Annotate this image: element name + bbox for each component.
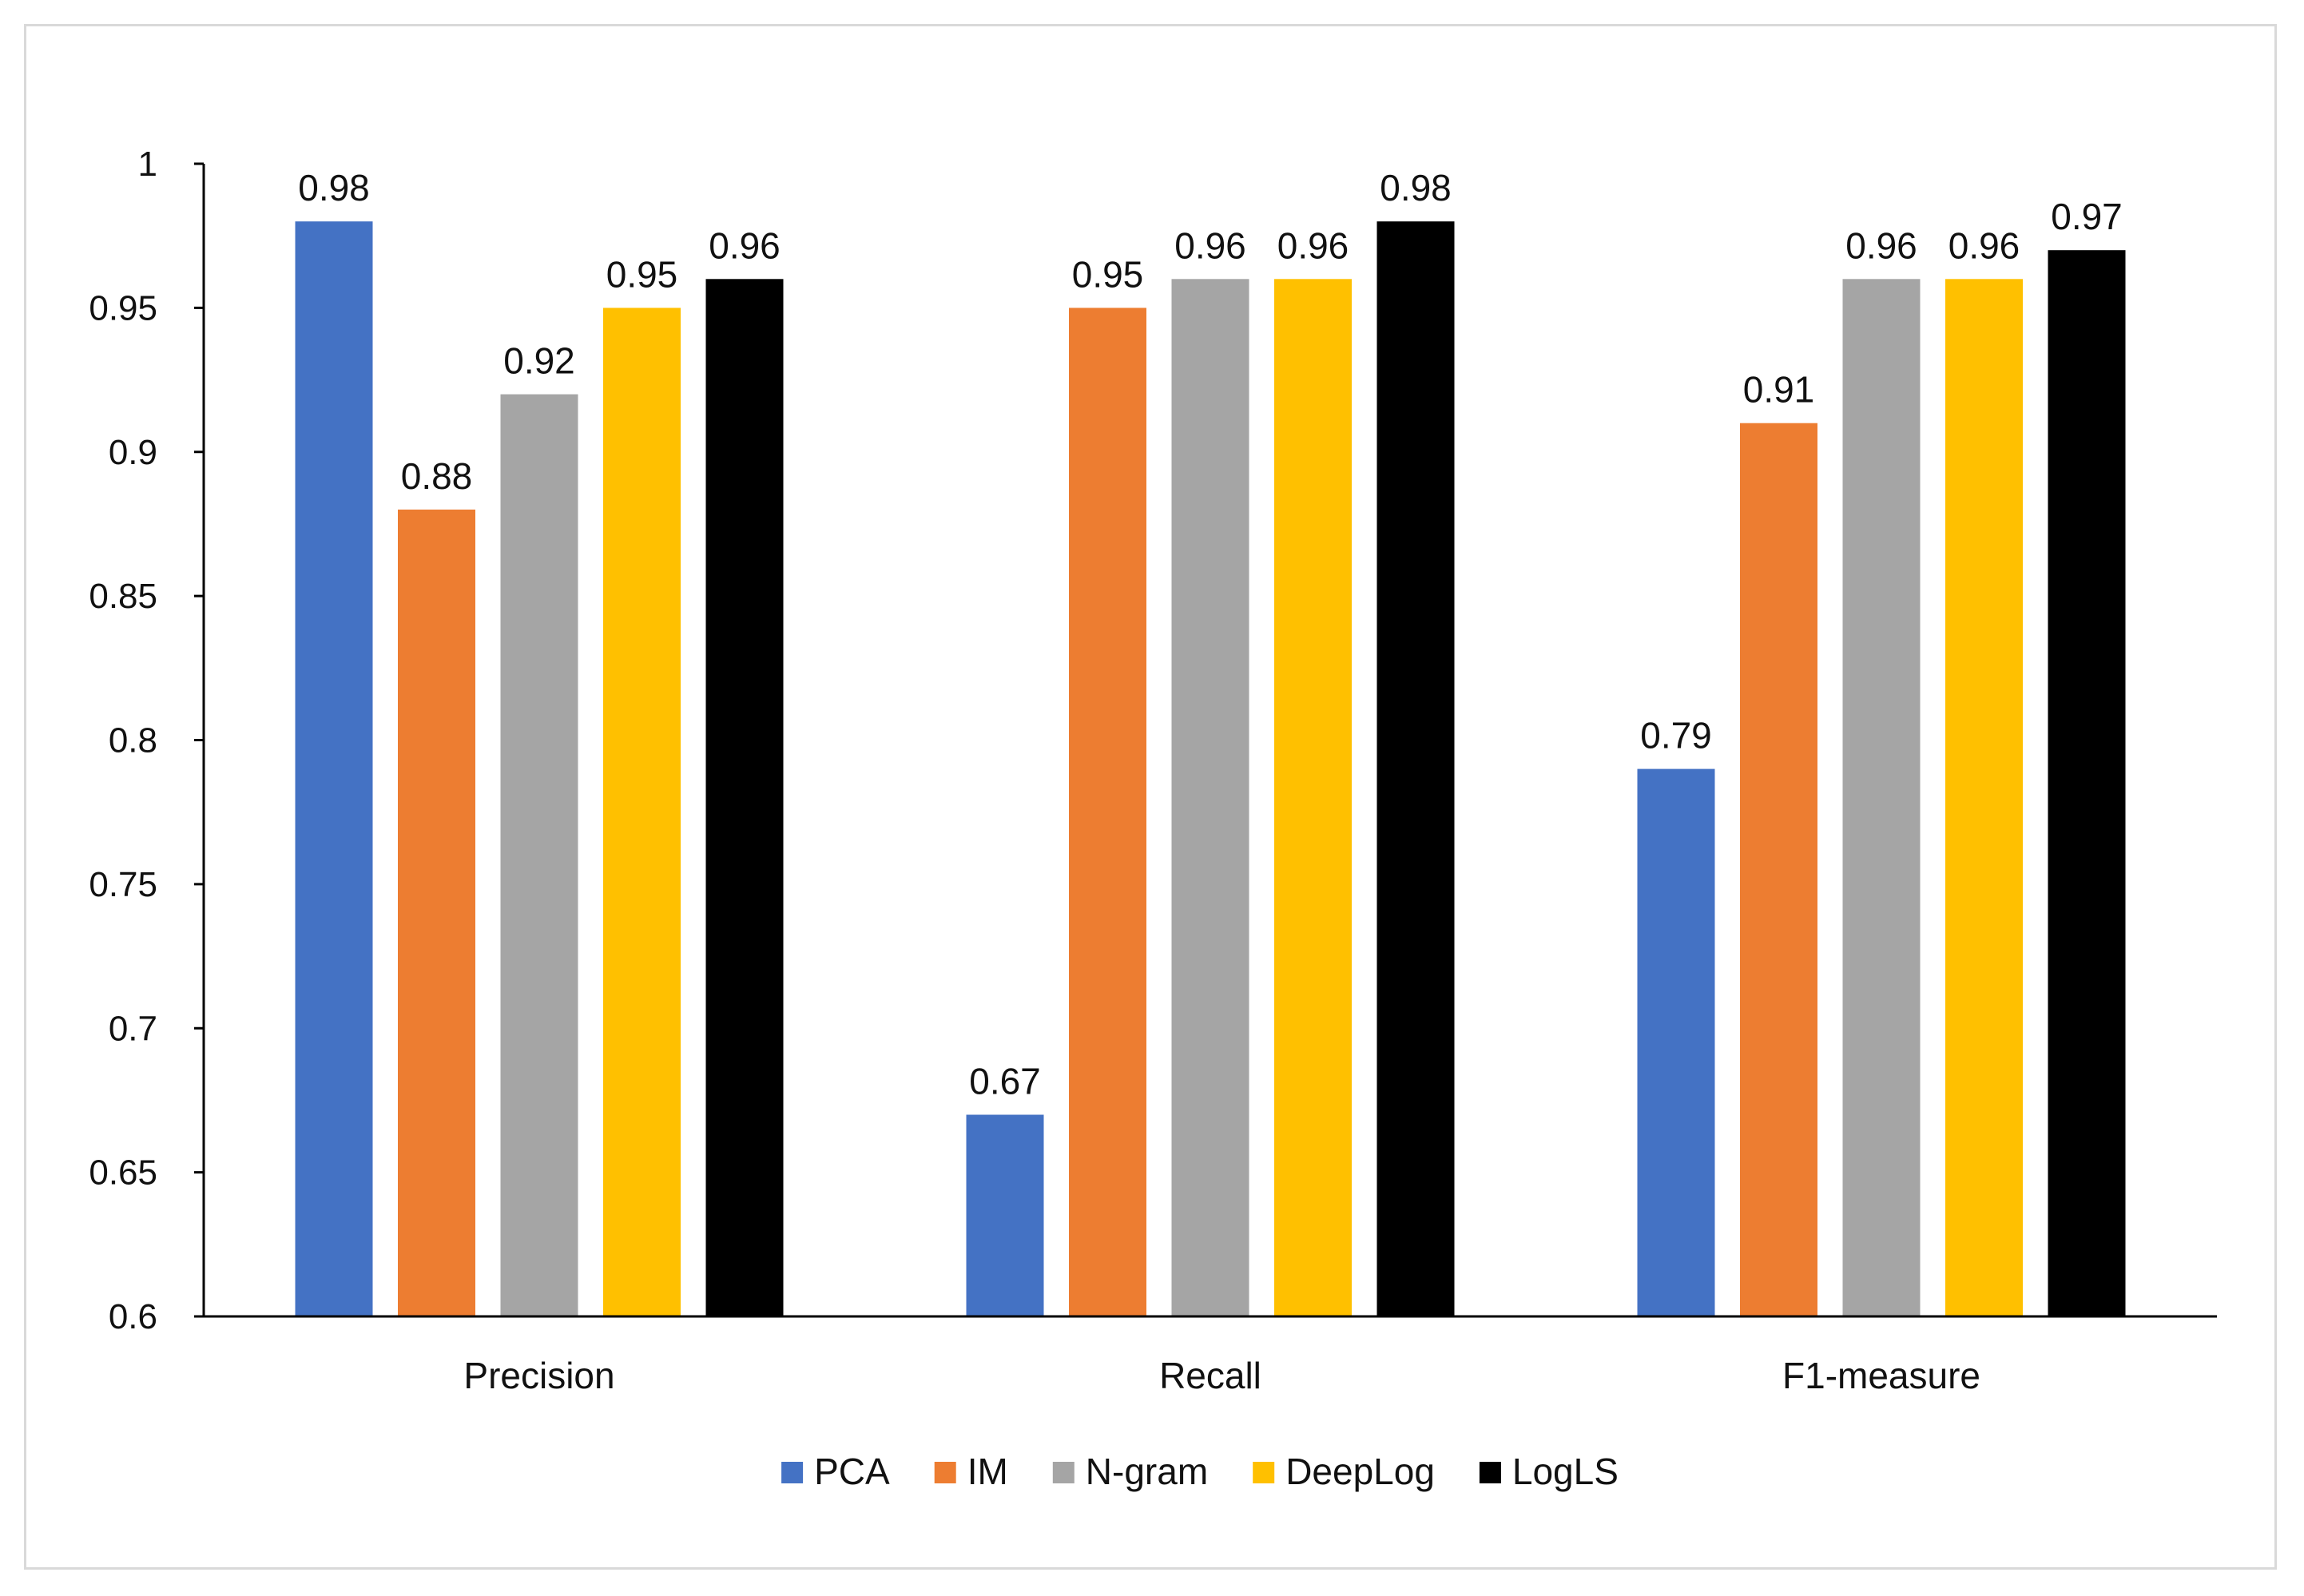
data-label-im-precision: 0.88 [401, 455, 473, 497]
y-tick-label: 0.8 [109, 721, 157, 760]
legend-swatch-pca [781, 1462, 804, 1483]
legend-label-logls: LogLS [1512, 1451, 1619, 1492]
data-label-logls-f1-measure: 0.97 [2051, 196, 2123, 237]
legend-swatch-im [934, 1462, 956, 1483]
x-category-label-recall: Recall [1159, 1355, 1261, 1396]
bar-n-gram-f1-measure [1842, 279, 1921, 1316]
bar-n-gram-precision [500, 394, 578, 1317]
data-label-deeplog-f1-measure: 0.96 [1948, 224, 2020, 266]
y-tick-label: 0.75 [89, 865, 157, 904]
legend-label-n-gram: N-gram [1086, 1451, 1208, 1492]
bar-deeplog-precision [603, 308, 681, 1316]
y-tick-label: 0.95 [89, 288, 157, 328]
axes-layer: 0.6 0.65 0.7 0.75 0.8 0.85 0.9 0.95 1 Precision Re… [89, 145, 2217, 1396]
bar-deeplog-recall [1274, 279, 1352, 1316]
legend-label-im: IM [967, 1451, 1008, 1492]
bar-deeplog-f1-measure [1945, 279, 2023, 1316]
bar-pca-precision [295, 221, 373, 1317]
data-label-n-gram-recall: 0.96 [1174, 224, 1246, 266]
y-tick-label: 0.85 [89, 577, 157, 616]
y-tick-label: 1 [138, 145, 157, 184]
bar-logls-recall [1376, 221, 1455, 1317]
bar-logls-precision [705, 279, 784, 1316]
y-tick-label: 0.6 [109, 1297, 157, 1336]
data-label-n-gram-f1-measure: 0.96 [1845, 224, 1917, 266]
legend: PCA IM N-gram DeepLog LogLS [781, 1451, 1619, 1492]
data-label-n-gram-precision: 0.92 [503, 340, 575, 382]
data-label-deeplog-precision: 0.95 [606, 253, 678, 295]
bars-layer [295, 221, 2126, 1317]
data-label-im-f1-measure: 0.91 [1743, 369, 1815, 411]
legend-swatch-deeplog [1253, 1462, 1275, 1483]
data-labels-layer: 0.98 0.67 0.79 0.88 0.95 0.91 0.92 0.96 0.96 0.95… [298, 167, 2123, 1102]
bar-im-recall [1069, 308, 1146, 1316]
legend-swatch-logls [1479, 1462, 1501, 1483]
data-label-pca-precision: 0.98 [298, 167, 370, 208]
x-category-label-precision: Precision [463, 1355, 614, 1396]
legend-label-pca: PCA [814, 1451, 890, 1492]
legend-swatch-n-gram [1052, 1462, 1075, 1483]
bar-im-precision [398, 509, 475, 1316]
legend-label-deeplog: DeepLog [1285, 1451, 1435, 1492]
y-tick-label: 0.7 [109, 1009, 157, 1048]
y-tick-label: 0.9 [109, 433, 157, 472]
data-label-logls-precision: 0.96 [709, 224, 781, 266]
data-label-pca-f1-measure: 0.79 [1640, 715, 1712, 756]
bar-im-f1-measure [1740, 423, 1817, 1317]
data-label-pca-recall: 0.67 [969, 1061, 1041, 1102]
data-label-logls-recall: 0.98 [1380, 167, 1452, 208]
x-category-label-f1-measure: F1-measure [1782, 1355, 1980, 1396]
data-label-deeplog-recall: 0.96 [1277, 224, 1349, 266]
data-label-im-recall: 0.95 [1072, 253, 1144, 295]
y-tick-label: 0.65 [89, 1153, 157, 1193]
bar-pca-recall [966, 1114, 1044, 1316]
bar-pca-f1-measure [1637, 768, 1715, 1316]
bar-n-gram-recall [1171, 279, 1249, 1316]
bar-logls-f1-measure [2048, 250, 2126, 1317]
